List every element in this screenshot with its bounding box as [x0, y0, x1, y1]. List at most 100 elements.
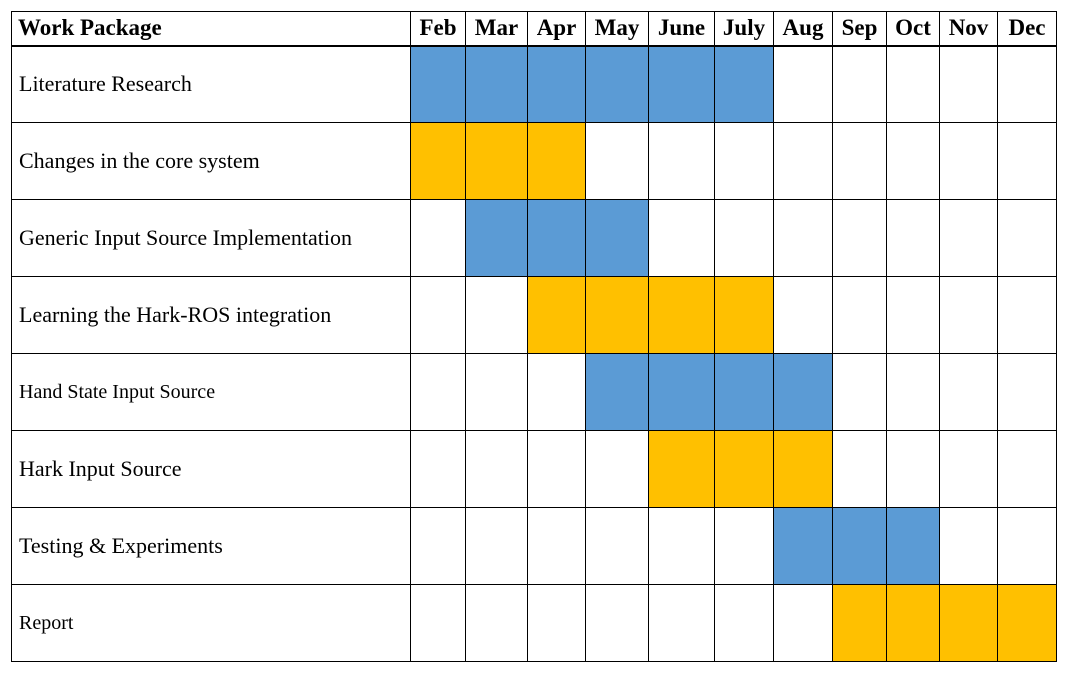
schedule-cell-active: [410, 45, 466, 123]
schedule-cell-active: [832, 507, 887, 585]
schedule-cell-empty: [714, 507, 774, 585]
work-package-label: Hark Input Source: [11, 430, 411, 508]
work-package-label: Literature Research: [11, 45, 411, 123]
month-header-apr: Apr: [527, 11, 586, 47]
schedule-cell-empty: [773, 276, 833, 354]
table-row: Generic Input Source Implementation: [11, 199, 1057, 277]
schedule-cell-active: [714, 353, 774, 431]
month-header-may: May: [585, 11, 649, 47]
schedule-cell-empty: [939, 430, 998, 508]
schedule-cell-empty: [886, 276, 940, 354]
work-package-header: Work Package: [11, 11, 411, 47]
schedule-cell-empty: [648, 584, 715, 662]
month-header-feb: Feb: [410, 11, 466, 47]
table-row: Hand State Input Source: [11, 353, 1057, 431]
schedule-cell-active: [714, 430, 774, 508]
month-header-dec: Dec: [997, 11, 1057, 47]
schedule-cell-active: [465, 45, 528, 123]
schedule-cell-empty: [997, 199, 1057, 277]
schedule-cell-empty: [410, 430, 466, 508]
schedule-cell-active: [585, 45, 649, 123]
schedule-cell-empty: [997, 507, 1057, 585]
schedule-cell-empty: [648, 199, 715, 277]
work-package-label: Report: [11, 584, 411, 662]
schedule-cell-empty: [585, 122, 649, 200]
month-header-oct: Oct: [886, 11, 940, 47]
schedule-cell-active: [648, 276, 715, 354]
month-header-sep: Sep: [832, 11, 887, 47]
schedule-cell-empty: [997, 430, 1057, 508]
schedule-cell-empty: [939, 353, 998, 431]
schedule-cell-empty: [939, 45, 998, 123]
schedule-cell-empty: [832, 276, 887, 354]
schedule-cell-active: [585, 276, 649, 354]
month-header-nov: Nov: [939, 11, 998, 47]
schedule-cell-active: [714, 45, 774, 123]
schedule-cell-empty: [714, 584, 774, 662]
schedule-cell-empty: [997, 353, 1057, 431]
schedule-cell-active: [648, 45, 715, 123]
work-package-label: Generic Input Source Implementation: [11, 199, 411, 277]
schedule-cell-empty: [773, 45, 833, 123]
schedule-cell-empty: [832, 353, 887, 431]
schedule-cell-empty: [939, 199, 998, 277]
table-row: Changes in the core system: [11, 122, 1057, 200]
schedule-cell-empty: [648, 122, 715, 200]
month-header-july: July: [714, 11, 774, 47]
header-row: Work Package Feb Mar Apr May June July A…: [11, 11, 1057, 47]
schedule-cell-active: [585, 199, 649, 277]
schedule-cell-empty: [832, 199, 887, 277]
schedule-cell-active: [465, 122, 528, 200]
schedule-cell-active: [997, 584, 1057, 662]
table-row: Testing & Experiments: [11, 507, 1057, 585]
schedule-cell-empty: [886, 199, 940, 277]
schedule-cell-active: [527, 199, 586, 277]
schedule-cell-empty: [527, 584, 586, 662]
schedule-cell-active: [773, 353, 833, 431]
table-row: Learning the Hark-ROS integration: [11, 276, 1057, 354]
schedule-cell-empty: [773, 199, 833, 277]
schedule-cell-active: [886, 507, 940, 585]
table-row: Report: [11, 584, 1057, 662]
schedule-cell-empty: [832, 430, 887, 508]
schedule-cell-empty: [886, 430, 940, 508]
schedule-cell-active: [773, 430, 833, 508]
schedule-cell-empty: [410, 507, 466, 585]
schedule-cell-empty: [465, 584, 528, 662]
schedule-cell-empty: [465, 353, 528, 431]
schedule-cell-active: [648, 430, 715, 508]
schedule-cell-empty: [648, 507, 715, 585]
schedule-cell-empty: [832, 45, 887, 123]
schedule-cell-active: [648, 353, 715, 431]
work-package-label: Testing & Experiments: [11, 507, 411, 585]
schedule-cell-empty: [714, 199, 774, 277]
schedule-cell-empty: [465, 430, 528, 508]
schedule-cell-empty: [585, 584, 649, 662]
schedule-cell-empty: [997, 122, 1057, 200]
schedule-cell-active: [465, 199, 528, 277]
work-package-label: Hand State Input Source: [11, 353, 411, 431]
schedule-cell-empty: [527, 507, 586, 585]
schedule-cell-active: [527, 45, 586, 123]
month-header-june: June: [648, 11, 715, 47]
schedule-cell-empty: [465, 507, 528, 585]
schedule-cell-empty: [773, 122, 833, 200]
schedule-cell-empty: [886, 45, 940, 123]
work-package-schedule-table: Work Package Feb Mar Apr May June July A…: [11, 11, 1057, 662]
work-package-label: Changes in the core system: [11, 122, 411, 200]
month-header-aug: Aug: [773, 11, 833, 47]
schedule-cell-active: [714, 276, 774, 354]
table-row: Literature Research: [11, 45, 1057, 123]
schedule-cell-active: [527, 276, 586, 354]
schedule-cell-empty: [997, 45, 1057, 123]
schedule-cell-empty: [465, 276, 528, 354]
schedule-cell-empty: [773, 584, 833, 662]
schedule-cell-empty: [410, 584, 466, 662]
month-header-mar: Mar: [465, 11, 528, 47]
schedule-cell-empty: [585, 430, 649, 508]
schedule-cell-empty: [714, 122, 774, 200]
schedule-cell-empty: [997, 276, 1057, 354]
schedule-cell-empty: [939, 507, 998, 585]
schedule-cell-empty: [410, 353, 466, 431]
table-row: Hark Input Source: [11, 430, 1057, 508]
